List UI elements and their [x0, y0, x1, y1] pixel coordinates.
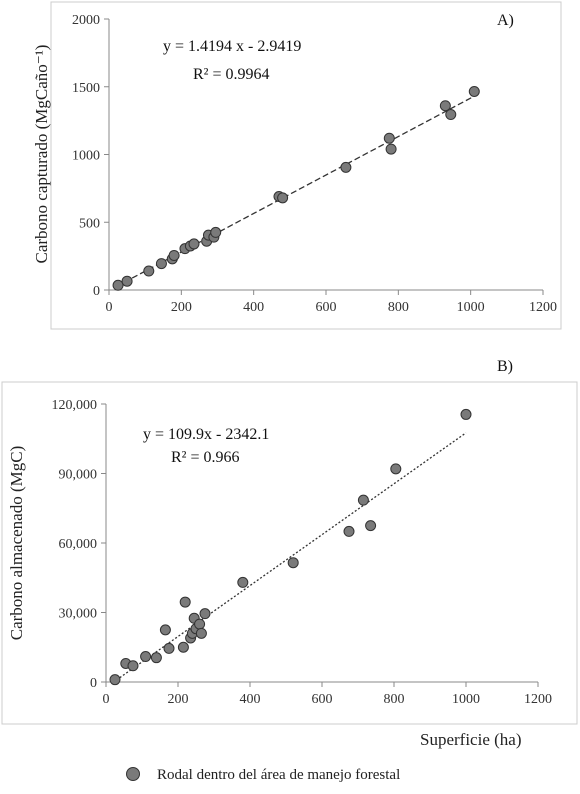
panel-b-equation: y = 109.9x - 2342.1	[143, 426, 269, 443]
data-point	[194, 618, 206, 630]
data-point	[210, 226, 222, 238]
trendline	[112, 432, 467, 683]
panel-a-points	[112, 85, 480, 291]
data-point	[177, 641, 189, 653]
data-point	[237, 576, 249, 588]
panel-a-chart: 0 200 400 600 800 1000 1200 0 500 1000 1500 2000 A)…	[32, 1, 562, 330]
x-tick-label: 0	[103, 692, 110, 707]
data-point	[179, 596, 191, 608]
panel-b-points	[109, 408, 472, 686]
legend: Rodal dentro del área de manejo forestal	[126, 767, 400, 783]
data-point	[159, 624, 171, 636]
data-point	[199, 608, 211, 620]
data-point	[357, 494, 369, 506]
x-tick-label: 1200	[524, 692, 552, 707]
y-tick-label: 120,000	[52, 398, 98, 413]
data-point	[143, 265, 155, 277]
x-tick-label: 1000	[457, 300, 485, 315]
data-point	[365, 520, 377, 532]
y-tick-label: 60,000	[59, 537, 98, 552]
data-point	[150, 652, 162, 664]
panel-b-xlabel: Superficie (ha)	[420, 730, 521, 749]
x-tick-label: 800	[388, 300, 409, 315]
panel-b-axes	[105, 404, 538, 683]
x-tick-label: 600	[316, 300, 337, 315]
x-tick-label: 600	[312, 692, 333, 707]
data-point	[340, 161, 352, 173]
data-point	[439, 100, 451, 112]
x-tick-label: 200	[168, 692, 189, 707]
x-tick-label: 800	[384, 692, 405, 707]
legend-label: Rodal dentro del área de manejo forestal	[157, 767, 400, 783]
data-point	[277, 192, 289, 204]
x-tick-label: 400	[243, 300, 264, 315]
panel-b-frame	[1, 381, 578, 725]
panel-b-ylabel: Carbono almacenado (MgC)	[7, 446, 26, 641]
panel-a-frame	[50, 1, 562, 330]
y-tick-label: 90,000	[59, 468, 98, 483]
panel-a-ylabel: Carbono capturado (MgCaño⁻¹)	[32, 45, 51, 264]
y-tick-label: 2000	[72, 13, 100, 28]
data-point	[460, 408, 472, 420]
x-tick-label: 400	[240, 692, 261, 707]
panel-a-equation: y = 1.4194 x - 2.9419	[163, 38, 301, 55]
x-tick-label: 1200	[529, 300, 557, 315]
data-point	[343, 525, 355, 537]
panel-b-trendline	[112, 432, 467, 683]
panel-b-chart: 0 200 400 600 800 1000 1200 0 30,000 60,000 90,000…	[1, 358, 578, 749]
data-point	[287, 557, 299, 569]
y-tick-label: 1000	[72, 149, 100, 164]
y-tick-label: 0	[90, 676, 97, 691]
data-point	[140, 651, 152, 663]
data-point	[390, 463, 402, 475]
panel-a-axes	[108, 19, 543, 291]
y-tick-label: 500	[79, 216, 100, 231]
x-tick-label: 200	[171, 300, 192, 315]
data-point	[188, 238, 200, 250]
panel-b-label: B)	[497, 358, 513, 375]
panel-a-r2: R² = 0.9964	[193, 66, 270, 83]
data-point	[445, 109, 457, 121]
data-point	[109, 674, 121, 686]
data-point	[383, 132, 395, 144]
panel-a-label: A)	[497, 12, 514, 29]
data-point	[168, 249, 180, 261]
data-point	[163, 642, 175, 654]
panel-a-ticks: 0 200 400 600 800 1000 1200 0 500 1000 1500 2000	[72, 13, 557, 315]
panel-b-r2: R² = 0.966	[171, 449, 240, 466]
data-point	[112, 279, 124, 291]
legend-marker	[126, 767, 140, 781]
data-point	[468, 85, 480, 97]
data-point	[195, 627, 207, 639]
data-point	[121, 275, 133, 287]
x-tick-label: 1000	[452, 692, 480, 707]
data-point	[155, 258, 167, 270]
x-tick-label: 0	[106, 300, 113, 315]
data-point	[385, 143, 397, 155]
y-tick-label: 1500	[72, 81, 100, 96]
y-tick-label: 0	[93, 284, 100, 299]
data-point	[127, 660, 139, 672]
panel-b-ticks: 0 200 400 600 800 1000 1200 0 30,000 60,000 90,000…	[52, 398, 553, 707]
y-tick-label: 30,000	[59, 607, 98, 622]
